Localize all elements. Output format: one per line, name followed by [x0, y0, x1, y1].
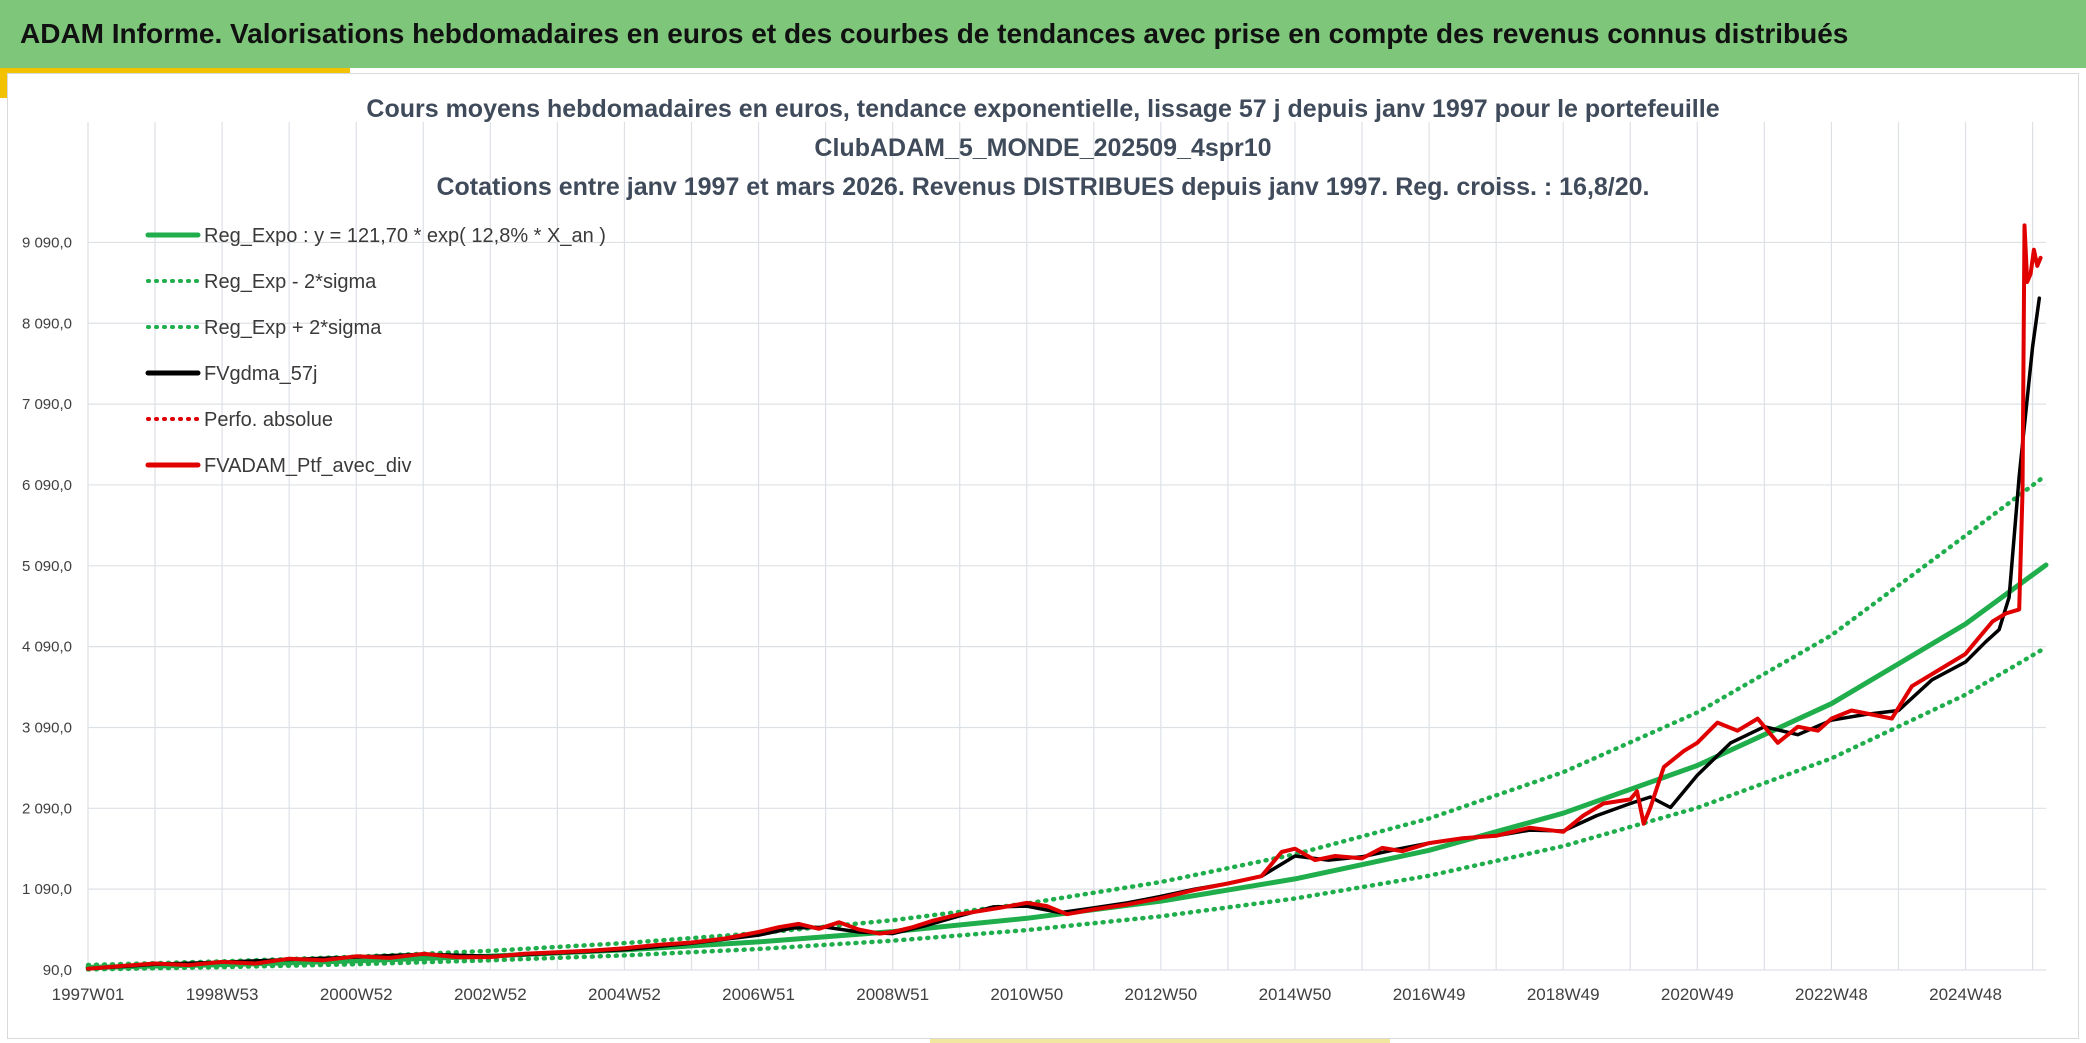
y-tick-label: 90,0 [43, 962, 72, 979]
y-tick-label: 6 090,0 [22, 477, 72, 494]
x-tick-label: 2002W52 [454, 985, 527, 1004]
series-fvgdma-57j [86, 296, 2042, 971]
x-tick-label: 2020W49 [1661, 985, 1734, 1004]
y-tick-label: 7 090,0 [22, 396, 72, 413]
gridlines [87, 122, 2046, 971]
x-tick-label: 2014W50 [1259, 985, 1332, 1004]
x-tick-label: 2004W52 [588, 985, 661, 1004]
x-tick-label: 2010W50 [990, 985, 1063, 1004]
series-reg-minus-2sigma [85, 645, 2049, 972]
series-lines [85, 223, 2049, 972]
y-tick-label: 5 090,0 [22, 558, 72, 575]
chart-frame [7, 73, 2079, 1039]
header-banner: ADAM Informe. Valorisations hebdomadaire… [0, 0, 2086, 68]
y-tick-label: 3 090,0 [22, 719, 72, 736]
legend-label-perfo: Perfo. absolue [204, 409, 333, 431]
accent-bar-bottom [930, 1039, 1390, 1043]
x-tick-label: 2016W49 [1393, 985, 1466, 1004]
accent-bar-top [0, 68, 350, 73]
chart-title: Cours moyens hebdomadaires en euros, ten… [366, 95, 1719, 201]
y-tick-label: 1 090,0 [22, 881, 72, 898]
series-reg-expo [85, 562, 2049, 970]
x-tick-label: 1998W53 [186, 985, 259, 1004]
chart-title-line-1: Cours moyens hebdomadaires en euros, ten… [366, 95, 1719, 123]
y-tick-label: 8 090,0 [22, 315, 72, 332]
chart-title-line-2: ClubADAM_5_MONDE_202509_4spr10 [814, 134, 1271, 162]
x-tick-label: 2000W52 [320, 985, 393, 1004]
x-tick-label: 2024W48 [1929, 985, 2002, 1004]
x-axis: 1997W01 1998W53 2000W52 2002W52 2004W52 2006W… [52, 985, 2002, 1004]
chart-title-line-3: Cotations entre janv 1997 et mars 2026. … [436, 173, 1649, 201]
legend-label-reg_minus: Reg_Exp - 2*sigma [204, 271, 377, 293]
y-axis: 90,0 1 090,0 2 090,0 3 090,0 4 090,0 5 090,0 6… [22, 234, 72, 979]
x-tick-label: 2006W51 [722, 985, 795, 1004]
legend-label-ptf: FVADAM_Ptf_avec_div [204, 455, 412, 477]
x-tick-label: 2008W51 [856, 985, 929, 1004]
y-tick-label: 2 090,0 [22, 800, 72, 817]
y-tick-label: 4 090,0 [22, 639, 72, 656]
legend-label-reg_plus: Reg_Exp + 2*sigma [204, 317, 382, 339]
series-fvadam-ptf [86, 223, 2043, 971]
header-title: ADAM Informe. Valorisations hebdomadaire… [20, 18, 1849, 49]
legend-label-reg_expo: Reg_Expo : y = 121,70 * exp( 12,8% * X_a… [204, 225, 606, 247]
y-tick-label: 9 090,0 [22, 234, 72, 251]
legend-label-ma57: FVgdma_57j [204, 363, 317, 385]
x-tick-label: 2022W48 [1795, 985, 1868, 1004]
legend: Reg_Expo : y = 121,70 * exp( 12,8% * X_a… [145, 225, 606, 477]
x-tick-label: 1997W01 [52, 985, 125, 1004]
x-tick-label: 2018W49 [1527, 985, 1600, 1004]
accent-bar-left [0, 68, 7, 98]
x-tick-label: 2012W50 [1124, 985, 1197, 1004]
